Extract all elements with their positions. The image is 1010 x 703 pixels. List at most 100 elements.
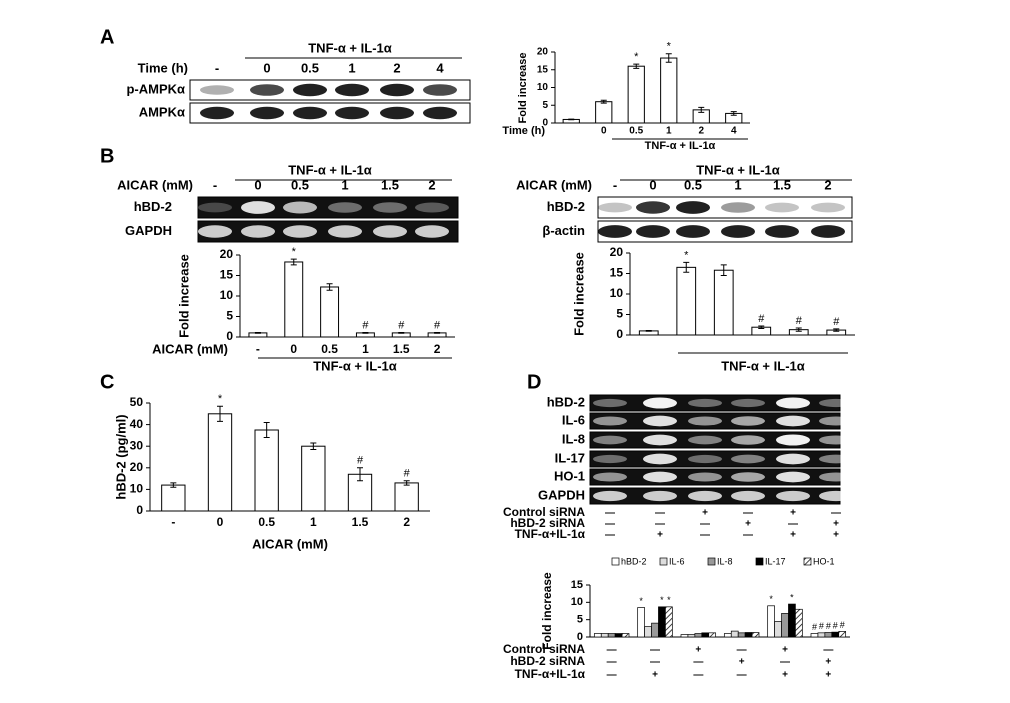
blot-band xyxy=(293,83,327,97)
blot-band xyxy=(819,490,853,502)
blot-band xyxy=(593,454,627,464)
condition-value: + xyxy=(790,508,796,519)
y-tick-label: 20 xyxy=(610,245,624,259)
blot-band xyxy=(688,416,722,426)
lane-value: 4 xyxy=(436,60,444,75)
bar xyxy=(744,632,753,638)
blot-band xyxy=(593,490,627,502)
panel-letter: C xyxy=(100,371,114,393)
condition-value: — xyxy=(650,657,660,668)
x-tick-label: 0.5 xyxy=(258,515,275,529)
significance-marker: # xyxy=(357,455,364,467)
error-bar xyxy=(398,331,405,334)
bar xyxy=(831,631,840,638)
group-label: TNF-α + IL-1α xyxy=(313,358,397,373)
lane-value: 0 xyxy=(263,60,270,75)
blot-band xyxy=(250,84,284,96)
condition-value: — xyxy=(655,508,665,519)
legend-swatch xyxy=(755,557,764,566)
significance-marker: # xyxy=(434,319,441,331)
blot-band xyxy=(415,202,449,213)
y-axis-label: hBD-2 (pg/ml) xyxy=(113,414,128,499)
legend-label: IL-8 xyxy=(717,556,733,566)
bar xyxy=(817,632,826,638)
condition-value: — xyxy=(693,670,703,681)
bar xyxy=(621,633,630,638)
condition-value: — xyxy=(607,657,617,668)
blot-band xyxy=(688,472,722,482)
condition-label: hBD-2 siRNA xyxy=(510,654,585,668)
x-tick-label: 1 xyxy=(666,126,672,137)
y-tick-label: 10 xyxy=(130,482,144,496)
condition-value: + xyxy=(652,670,658,681)
blot-band xyxy=(688,398,722,408)
lane-value: 2 xyxy=(428,177,435,192)
blot-band xyxy=(593,472,627,482)
x-tick-label: 1.5 xyxy=(393,342,410,356)
legend-swatch xyxy=(611,557,620,566)
blot-band xyxy=(328,202,362,213)
blot-band xyxy=(598,225,632,238)
bar xyxy=(781,613,789,638)
condition-value: — xyxy=(605,530,615,541)
bar xyxy=(737,632,746,638)
lane-value: - xyxy=(613,177,617,192)
blot-band xyxy=(776,434,810,446)
bar xyxy=(644,626,652,638)
x-tick-label: 1.5 xyxy=(352,515,369,529)
blot-row-label: hBD-2 xyxy=(547,199,585,214)
y-tick-label: 15 xyxy=(571,579,583,591)
x-axis-label: AICAR (mM) xyxy=(252,536,328,551)
blot-band xyxy=(819,435,853,445)
lane-value: 1 xyxy=(341,177,348,192)
group-label: TNF-α + IL-1α xyxy=(721,358,805,373)
error-bar xyxy=(795,327,802,332)
legend-label: IL-6 xyxy=(669,556,685,566)
axes xyxy=(239,255,455,338)
significance-marker: * xyxy=(660,595,664,605)
significance-marker: * xyxy=(769,594,773,604)
blot-band xyxy=(819,416,853,426)
bar xyxy=(788,603,796,638)
blot-band xyxy=(676,225,710,238)
blot-band xyxy=(643,415,677,427)
blot-band xyxy=(380,83,414,97)
y-tick-label: 40 xyxy=(130,417,144,431)
x-tick-label: 0 xyxy=(217,515,224,529)
bar xyxy=(593,633,602,638)
condition-value: — xyxy=(700,519,710,530)
blot-band xyxy=(198,202,232,213)
y-tick-label: 20 xyxy=(537,47,549,58)
blot-band xyxy=(731,490,765,502)
significance-marker: # xyxy=(362,319,369,331)
y-tick-label: 0 xyxy=(136,503,143,517)
lane-label: AICAR (mM) xyxy=(117,177,193,192)
bar xyxy=(701,632,710,638)
lane-value: 2 xyxy=(824,177,831,192)
legend-swatch xyxy=(803,557,812,566)
bar xyxy=(254,429,279,512)
lane-value: 2 xyxy=(393,60,400,75)
blot-band xyxy=(643,434,677,446)
condition-value: — xyxy=(607,670,617,681)
blot-row-label: p-AMPKα xyxy=(126,81,185,96)
blot-band xyxy=(636,201,670,214)
y-tick-label: 0 xyxy=(577,631,583,643)
bar xyxy=(708,632,717,638)
lane-value: 0.5 xyxy=(301,60,319,75)
blot-band xyxy=(676,201,710,214)
significance-marker: * xyxy=(667,41,672,53)
condition-value: + xyxy=(702,508,708,519)
significance-marker: * xyxy=(292,246,297,258)
x-tick-label: - xyxy=(256,342,260,356)
blot-band xyxy=(731,398,765,408)
lane-value: 1.5 xyxy=(773,177,791,192)
blot-band xyxy=(819,454,853,464)
bar xyxy=(637,607,645,638)
blot-band xyxy=(423,84,457,96)
error-bar xyxy=(170,482,177,488)
treatment-header: TNF-α + IL-1α xyxy=(696,162,780,177)
x-tick-label: 1 xyxy=(310,515,317,529)
error-bar xyxy=(683,261,690,273)
condition-label: Control siRNA xyxy=(503,642,585,656)
